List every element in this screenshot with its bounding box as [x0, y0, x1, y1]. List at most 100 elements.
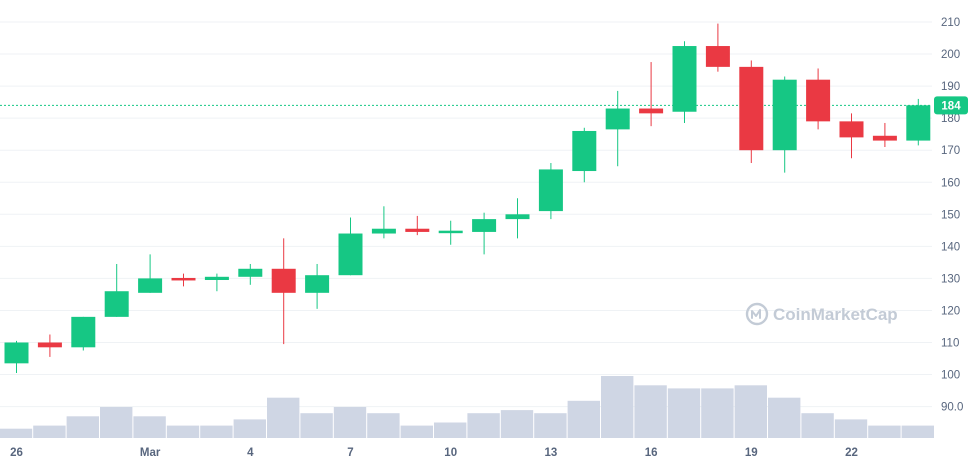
volume-bar: [0, 428, 33, 438]
candle[interactable]: [572, 127, 597, 183]
candle-body: [739, 66, 764, 151]
candle[interactable]: [639, 62, 664, 127]
x-tick-label: 10: [444, 447, 457, 459]
candle-body: [505, 214, 530, 220]
y-axis-labels: 210 200 190 180 170 160 150 140 130 120 110 100 90.0: [941, 17, 963, 414]
candle-body: [138, 278, 163, 293]
x-tick-label: 16: [645, 447, 658, 459]
candle[interactable]: [37, 334, 62, 357]
x-tick-label: Mar: [140, 447, 161, 459]
volume-bar: [734, 385, 767, 438]
candle[interactable]: [371, 206, 396, 239]
candle-body: [438, 230, 463, 234]
y-tick-label: 90.0: [941, 402, 963, 414]
volume-bar: [333, 407, 367, 438]
current-price-badge-group: 184: [934, 96, 968, 115]
coinmarketcap-logo-icon: [745, 302, 769, 326]
candle[interactable]: [472, 212, 497, 255]
y-tick-label: 160: [941, 177, 960, 189]
y-tick-label: 190: [941, 81, 960, 93]
y-tick-label: 150: [941, 209, 960, 221]
candle-body: [4, 342, 29, 364]
coinmarketcap-watermark: CoinMarketCap: [745, 302, 898, 326]
volume-bar: [467, 413, 500, 438]
x-tick-label: 22: [845, 447, 858, 459]
candle[interactable]: [71, 316, 96, 351]
x-tick-label: 4: [247, 447, 254, 459]
candle-body: [338, 233, 363, 276]
candle-body: [71, 316, 96, 348]
volume-bar: [601, 376, 634, 438]
y-tick-label: 210: [941, 17, 960, 29]
candle[interactable]: [171, 273, 196, 287]
candle[interactable]: [4, 340, 29, 373]
y-tick-label: 200: [941, 49, 960, 61]
candle[interactable]: [338, 217, 363, 276]
candle[interactable]: [104, 263, 129, 317]
candle-body: [572, 130, 597, 172]
candle[interactable]: [839, 113, 864, 159]
candle-body: [37, 342, 62, 348]
volume-bar: [701, 388, 734, 438]
candle[interactable]: [605, 90, 630, 167]
volume-bar: [66, 416, 99, 438]
volume-bar: [267, 397, 300, 438]
candle-body: [839, 121, 864, 138]
candle-body: [639, 108, 664, 114]
x-tick-label: 26: [10, 447, 23, 459]
candle[interactable]: [538, 163, 563, 220]
candle[interactable]: [672, 41, 697, 123]
volume-bar: [834, 419, 868, 438]
volume-bar: [868, 425, 901, 438]
volume-bar: [901, 425, 934, 438]
candle[interactable]: [405, 215, 430, 236]
volume-bar: [667, 388, 701, 438]
candle[interactable]: [772, 76, 797, 173]
candle[interactable]: [505, 198, 530, 239]
candle[interactable]: [739, 60, 764, 164]
volume-bar: [133, 416, 166, 438]
candle[interactable]: [138, 254, 163, 293]
volume-bar: [367, 413, 400, 438]
candle-body: [906, 105, 931, 141]
candle-body: [705, 46, 730, 67]
volume-bar: [233, 419, 266, 438]
candle-body: [238, 268, 263, 277]
candle[interactable]: [872, 122, 897, 147]
candle-body: [305, 275, 330, 293]
volume-bar: [400, 425, 433, 438]
coinmarketcap-logo-mark: [751, 309, 761, 319]
volume-bar: [634, 385, 667, 438]
volume-bar: [567, 400, 600, 438]
candle[interactable]: [705, 23, 730, 72]
candle-body: [672, 46, 697, 112]
candle-body: [104, 291, 129, 317]
candle-body: [806, 79, 831, 122]
candle[interactable]: [438, 220, 463, 245]
y-tick-label: 180: [941, 113, 960, 125]
volume-bar: [300, 413, 333, 438]
candle[interactable]: [806, 68, 831, 130]
volume-bar: [100, 407, 133, 438]
volume-bar: [200, 425, 233, 438]
candle[interactable]: [271, 238, 296, 345]
volume-bar: [434, 422, 467, 438]
candle[interactable]: [305, 263, 330, 309]
candle[interactable]: [204, 273, 229, 292]
watermark-text: CoinMarketCap: [773, 305, 898, 324]
candle-body: [472, 219, 497, 232]
current-price-badge: [934, 96, 968, 115]
volume-bar: [33, 425, 66, 438]
candle[interactable]: [238, 263, 263, 285]
y-tick-label: 170: [941, 145, 960, 157]
candle[interactable]: [906, 98, 931, 146]
volume-bar: [801, 413, 834, 438]
y-tick-label: 140: [941, 241, 960, 253]
y-tick-label: 130: [941, 273, 960, 285]
x-axis-labels: 26 Mar 4 7 10 13 16 19 22: [10, 447, 858, 459]
candle-body: [772, 79, 797, 151]
y-tick-label: 100: [941, 370, 960, 382]
candle-body: [538, 169, 563, 212]
